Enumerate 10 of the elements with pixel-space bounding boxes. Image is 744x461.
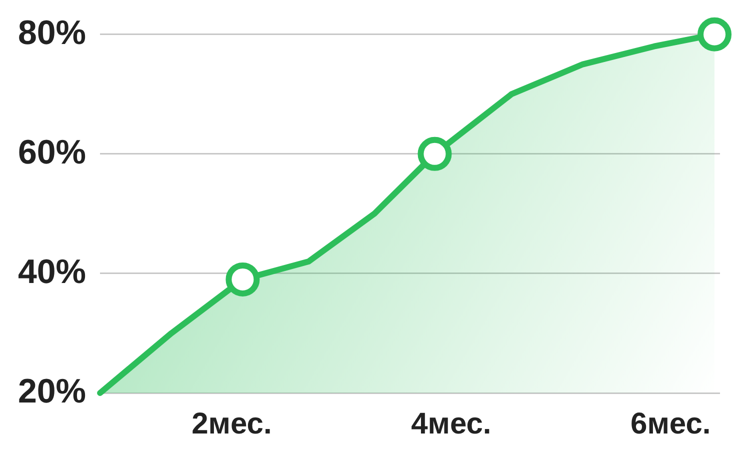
x-tick-label: 6мес.: [630, 407, 711, 440]
y-tick-label: 20%: [18, 372, 86, 410]
y-tick-label: 80%: [18, 14, 86, 52]
point: [698, 17, 732, 52]
x-tick-label: 4мес.: [411, 407, 492, 440]
y-tick-label: 40%: [18, 252, 86, 291]
point: [418, 136, 452, 171]
point: [226, 262, 260, 296]
y-tick-label: 60%: [18, 133, 86, 172]
x-tick-label: 2мес.: [192, 407, 272, 440]
